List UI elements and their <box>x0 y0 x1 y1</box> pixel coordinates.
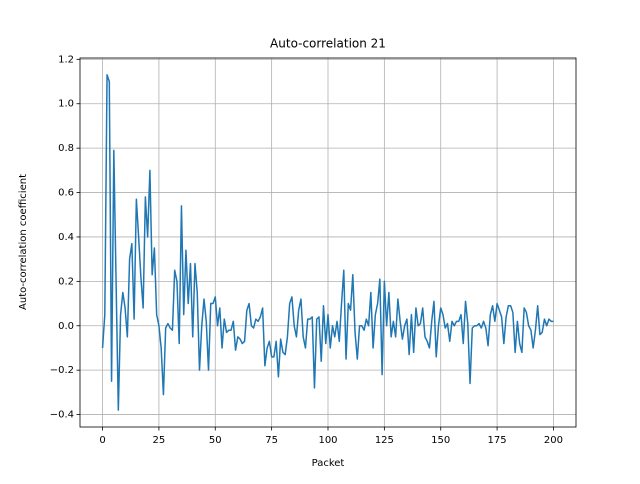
x-tick-label: 100 <box>318 435 337 446</box>
x-tick-label: 0 <box>99 435 105 446</box>
x-tick-label: 25 <box>153 435 166 446</box>
y-axis-label: Auto-correlation coefficient <box>18 174 29 310</box>
y-tick-label: 0.2 <box>58 276 74 287</box>
chart-title: Auto-correlation 21 <box>270 37 386 51</box>
x-tick-label: 75 <box>265 435 278 446</box>
y-tick-label: 0.4 <box>58 232 74 243</box>
x-tick-label: 50 <box>209 435 222 446</box>
y-tick-label: 0.8 <box>58 143 74 154</box>
data-line <box>101 74 554 411</box>
y-tick-label: 1.2 <box>58 54 74 65</box>
y-tick-label: 1.0 <box>58 99 74 110</box>
x-axis-label: Packet <box>312 458 345 469</box>
x-tick-label: 150 <box>431 435 450 446</box>
plot-frame <box>79 57 577 428</box>
y-tick-label: −0.2 <box>50 365 74 376</box>
y-tick-label: 0.0 <box>58 321 74 332</box>
y-tick-label: 0.6 <box>58 188 74 199</box>
y-tick-label: −0.4 <box>50 410 74 421</box>
x-tick-label: 175 <box>488 435 507 446</box>
x-tick-label: 200 <box>544 435 563 446</box>
x-tick-label: 125 <box>375 435 394 446</box>
